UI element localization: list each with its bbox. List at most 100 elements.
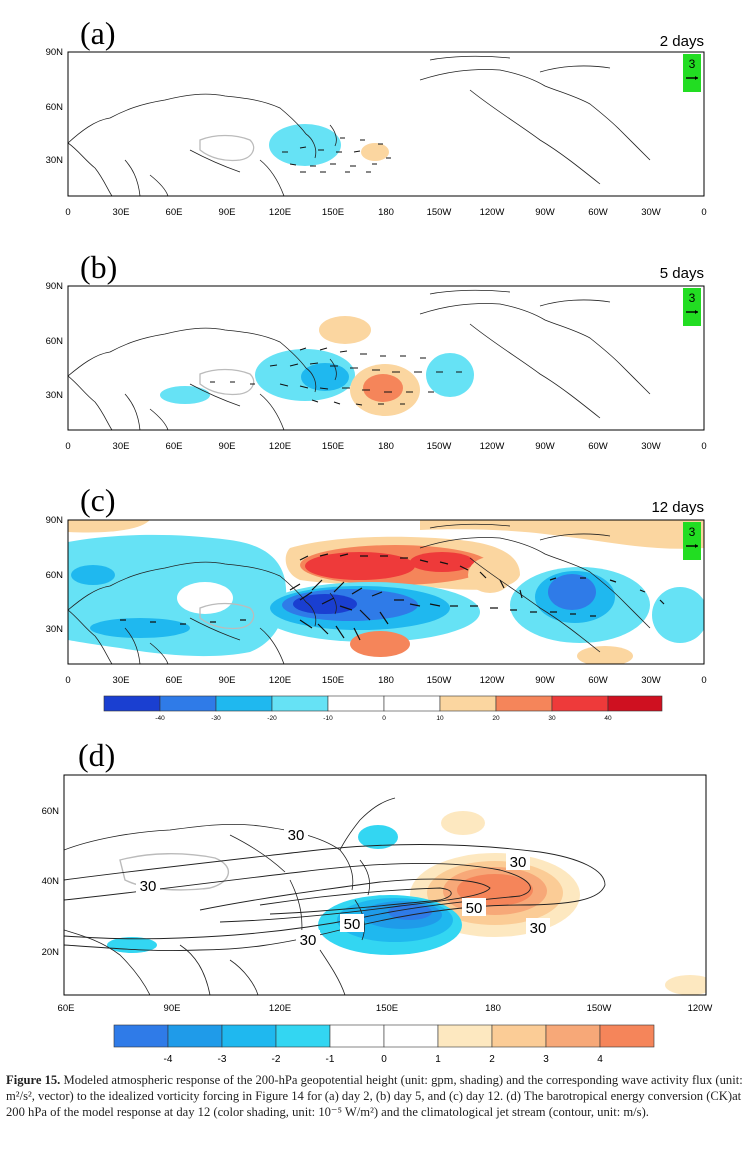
shading-pos-b3 [363, 374, 403, 402]
colorbar-c: -40 -30 -20 -10 0 10 20 30 40 [103, 695, 663, 722]
colorbar-c-label: -10 [323, 715, 333, 722]
x-tick-label: 0 [65, 207, 70, 218]
shading-neg-c1 [68, 534, 287, 657]
panel-a: (a) 2 days 3 90N 60N 30N 0 30E 60E 90E [46, 15, 707, 218]
contour-label: 50 [344, 916, 361, 933]
x-tick-label: 30E [113, 441, 130, 452]
colorbar-c-label: -20 [267, 715, 277, 722]
y-tick-label: 90N [46, 281, 64, 292]
x-tick-label: 0 [701, 207, 706, 218]
shading-neg-c10 [548, 574, 596, 610]
x-tick-label: 90W [535, 441, 555, 452]
panel-d-x-ticks: 60E 90E 120E 150E 180 150W 120W [58, 1003, 713, 1014]
panel-b-x-ticks: 0 30E 60E 90E 120E 150E 180 150W 120W 90… [65, 441, 706, 452]
colorbar-d-cell [275, 1024, 331, 1048]
colorbar-d-cell [599, 1024, 655, 1048]
jet-contour-50 [199, 878, 491, 923]
x-tick-label: 150E [322, 441, 344, 452]
shading-pos-c0 [420, 520, 704, 549]
colorbar-d-label: -3 [218, 1054, 227, 1065]
x-tick-label: 120W [688, 1003, 713, 1014]
colorbar-c-cell [327, 695, 385, 712]
panel-c-map [68, 520, 704, 664]
colorbar-c-label: -40 [155, 715, 165, 722]
jet-contour-60 [259, 887, 452, 915]
x-tick-label: 90E [164, 1003, 181, 1014]
panel-a-y-ticks: 90N 60N 30N [46, 47, 64, 166]
vector-ref-label-c: 3 [689, 525, 696, 539]
x-tick-label: 30E [113, 675, 130, 686]
x-tick-label: 60E [166, 207, 183, 218]
colorbar-c-cell [551, 695, 609, 712]
coastline-b [68, 289, 651, 430]
x-tick-label: 60W [588, 675, 608, 686]
panel-c-x-ticks: 0 30E 60E 90E 120E 150E 180 150W 120W 90… [65, 675, 706, 686]
shading-neg-c7 [293, 594, 357, 614]
colorbar-c-cell [271, 695, 329, 712]
x-tick-label: 120W [480, 675, 505, 686]
ck-shading-pos-d6 [665, 975, 706, 995]
panel-c-days-label: 12 days [651, 499, 704, 516]
tibet-outline-c [199, 602, 255, 630]
x-tick-label: 30W [641, 207, 661, 218]
shading-pos-a1 [361, 143, 389, 161]
x-tick-label: 120W [480, 441, 505, 452]
colorbar-c-cell [607, 695, 663, 712]
colorbar-d-cell [113, 1024, 169, 1048]
x-tick-label: 150W [427, 675, 452, 686]
colorbar-d-label: 3 [543, 1054, 549, 1065]
jet-stream-contours [64, 844, 606, 951]
y-tick-label: 90N [46, 47, 64, 58]
shading-white-hole-c [177, 582, 233, 614]
colorbar-d-cell [437, 1024, 493, 1048]
jet-contour-labels: 30 30 30 50 50 30 30 [136, 825, 550, 949]
vector-ref-box-c [683, 522, 701, 560]
colorbar-c-label: -30 [211, 715, 221, 722]
colorbar-c-cell [439, 695, 497, 712]
x-tick-label: 0 [65, 675, 70, 686]
colorbar-d-label: 4 [597, 1054, 603, 1065]
y-tick-label: 60N [42, 806, 60, 817]
x-tick-label: 150E [322, 207, 344, 218]
panel-a-letter: (a) [80, 15, 116, 51]
x-tick-label: 60E [166, 441, 183, 452]
panel-a-map [68, 52, 704, 196]
x-tick-label: 180 [378, 441, 394, 452]
panel-c-letter: (c) [80, 482, 116, 518]
x-tick-label: 150W [427, 441, 452, 452]
panel-b-y-ticks: 90N 60N 30N [46, 281, 64, 401]
shading-neg-c3 [71, 565, 115, 585]
x-tick-label: 120E [269, 441, 291, 452]
y-tick-label: 30N [46, 390, 64, 401]
contour-label: 30 [140, 878, 157, 895]
x-tick-label: 0 [65, 441, 70, 452]
x-tick-label: 30E [113, 207, 130, 218]
colorbar-c-cell [103, 695, 161, 712]
vector-ref-label-a: 3 [689, 57, 696, 71]
ck-shading-neg-d4 [388, 904, 432, 920]
y-tick-label: 90N [46, 515, 64, 526]
y-tick-label: 20N [42, 947, 60, 958]
colorbar-d-cell [545, 1024, 601, 1048]
figure-caption-label: Figure 15. [6, 1073, 61, 1087]
wave-flux-vectors-a [282, 137, 391, 173]
figure-caption: Figure 15. Modeled atmospheric response … [6, 1072, 750, 1120]
colorbar-c-cell [383, 695, 441, 712]
colorbar-c-label: 10 [436, 715, 444, 722]
x-tick-label: 90E [219, 441, 236, 452]
ck-shading-neg-d5 [358, 825, 398, 849]
x-tick-label: 90W [535, 207, 555, 218]
jet-contour-40 [64, 862, 531, 940]
colorbar-d-cell [221, 1024, 277, 1048]
y-tick-label: 60N [46, 336, 64, 347]
shading-neg-c2 [90, 618, 190, 638]
shading-pos-c3 [305, 552, 415, 580]
x-tick-label: 30W [641, 675, 661, 686]
colorbar-d-label: -1 [326, 1054, 335, 1065]
panel-d-y-ticks: 60N 40N 20N [42, 806, 60, 958]
colorbar-d-label: -4 [164, 1054, 173, 1065]
panel-b-days-label: 5 days [660, 265, 704, 282]
x-tick-label: 150W [587, 1003, 612, 1014]
x-tick-label: 120W [480, 207, 505, 218]
x-tick-label: 120E [269, 675, 291, 686]
